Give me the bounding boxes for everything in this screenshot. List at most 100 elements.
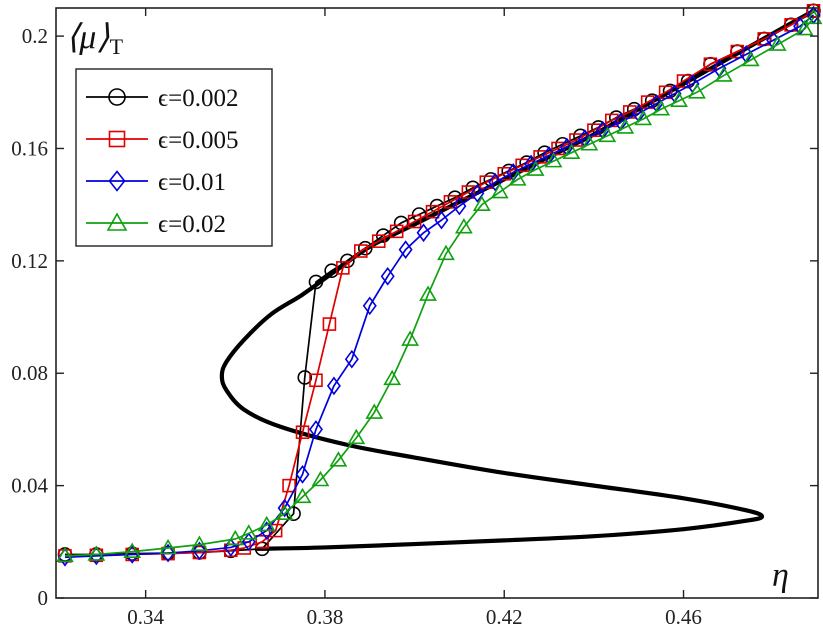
y-tick-label: 0.16 — [11, 136, 48, 160]
data-point-triangle — [598, 126, 617, 143]
data-point-diamond — [362, 296, 377, 316]
data-point-triangle — [634, 109, 653, 126]
data-point-square — [322, 317, 337, 331]
data-point-circle — [662, 83, 678, 99]
data-point-triangle — [670, 91, 688, 108]
data-point-square — [461, 185, 476, 199]
series-line — [64, 17, 815, 557]
data-point-triangle — [329, 451, 348, 467]
data-point-circle — [340, 253, 355, 269]
data-point-diamond — [416, 223, 431, 243]
data-point-triangle — [580, 135, 599, 151]
data-point-triangle — [455, 218, 473, 234]
data-point-circle — [591, 120, 606, 135]
data-point-circle — [108, 88, 126, 106]
x-tick-label: 0.34 — [127, 605, 164, 629]
data-point-circle — [357, 240, 373, 256]
data-point-triangle — [365, 403, 384, 419]
data-point-square — [295, 425, 310, 440]
data-point-diamond — [452, 196, 467, 216]
data-point-square — [806, 4, 821, 18]
data-point-diamond — [326, 376, 341, 396]
y-axis-label-main: ⟨μ⟩ — [66, 19, 110, 56]
series-line — [64, 14, 815, 559]
data-point-triangle — [562, 143, 581, 159]
data-point-triangle — [239, 524, 258, 540]
series-triangle — [56, 8, 823, 563]
data-point-diamond — [295, 465, 310, 484]
x-tick-label: 0.46 — [665, 605, 702, 629]
data-point-triangle — [106, 212, 128, 231]
data-point-circle — [297, 370, 313, 385]
legend: ϵ=0.002 ϵ=0.005 ϵ=0.01 ϵ=0.02 — [75, 68, 273, 247]
data-point-triangle — [688, 83, 706, 99]
data-point-circle — [537, 145, 552, 160]
data-point-diamond — [308, 420, 323, 439]
data-point-triangle — [159, 538, 177, 555]
data-point-triangle — [490, 182, 509, 199]
data-point-square — [425, 204, 440, 219]
data-point-triangle — [652, 100, 671, 116]
data-point-triangle — [544, 152, 563, 168]
data-point-triangle — [293, 487, 312, 504]
data-point-diamond — [380, 266, 395, 286]
y-axis-label: ⟨μ⟩T — [66, 19, 124, 59]
data-point-triangle — [795, 19, 814, 36]
series-layer — [56, 3, 823, 567]
legend-label: ϵ=0.002 — [158, 85, 238, 112]
data-point-diamond — [161, 543, 176, 563]
y-tick-label: 0.12 — [11, 249, 48, 273]
data-point-square — [282, 478, 296, 493]
data-point-triangle — [419, 285, 437, 301]
y-tick-label: 0.04 — [11, 474, 48, 498]
data-point-triangle — [472, 195, 491, 211]
s-curve-layer — [219, 8, 816, 551]
data-point-square — [255, 535, 269, 549]
data-point-square — [336, 261, 350, 275]
data-point-diamond — [434, 210, 449, 230]
data-point-triangle — [226, 529, 245, 546]
y-tick-label: 0.2 — [22, 24, 48, 48]
data-point-circle — [573, 128, 588, 144]
data-point-square — [108, 130, 126, 148]
data-point-diamond — [277, 498, 292, 518]
data-point-triangle — [56, 546, 74, 563]
data-point-triangle — [508, 170, 527, 186]
data-point-triangle — [526, 160, 545, 176]
s-curve — [219, 8, 816, 551]
data-point-circle — [644, 93, 660, 109]
data-point-diamond — [344, 349, 359, 369]
x-tick-label: 0.38 — [307, 605, 344, 629]
data-point-square — [371, 234, 386, 248]
data-point-square — [389, 224, 404, 239]
data-point-triangle — [123, 542, 142, 558]
data-point-square — [309, 373, 323, 388]
data-point-triangle — [616, 118, 635, 134]
data-point-circle — [324, 263, 339, 278]
data-point-square — [587, 123, 601, 138]
data-point-square — [353, 244, 368, 258]
data-point-circle — [411, 207, 427, 222]
data-point-circle — [555, 136, 570, 152]
data-point-square — [407, 214, 422, 229]
data-point-triangle — [311, 470, 330, 487]
data-point-triangle — [768, 35, 787, 51]
data-point-triangle — [257, 515, 276, 532]
data-point-diamond — [259, 521, 274, 540]
data-point-triangle — [383, 369, 402, 386]
data-point-diamond — [488, 172, 503, 192]
data-point-triangle — [714, 66, 733, 82]
data-point-triangle — [275, 504, 294, 521]
data-point-diamond — [192, 541, 207, 561]
data-point-triangle — [87, 545, 106, 561]
data-point-triangle — [347, 428, 366, 445]
x-tick-label: 0.42 — [486, 605, 523, 629]
legend-label: ϵ=0.01 — [158, 169, 226, 196]
data-point-triangle — [190, 535, 209, 551]
data-point-triangle — [437, 244, 455, 261]
legend-label: ϵ=0.005 — [158, 127, 238, 154]
data-point-diamond — [470, 184, 485, 203]
data-point-triangle — [401, 330, 419, 346]
x-axis-label: η — [772, 557, 789, 594]
